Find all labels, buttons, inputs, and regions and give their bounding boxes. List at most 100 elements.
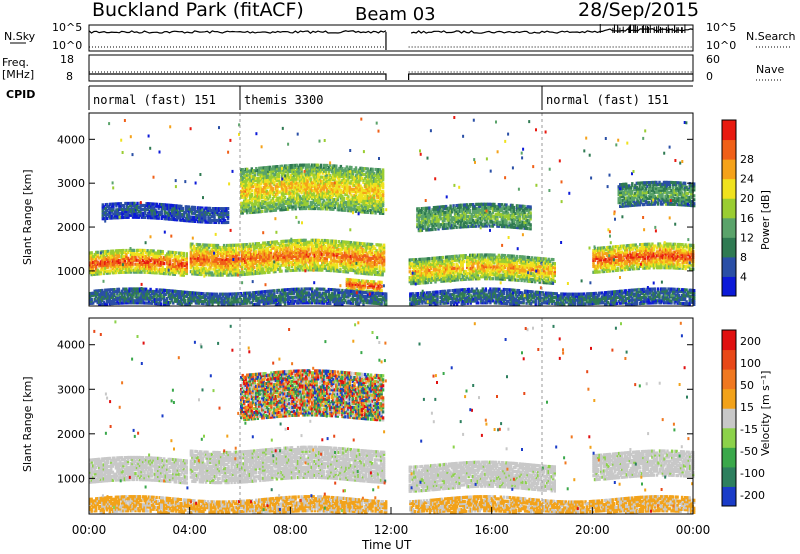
- echo-cell: [300, 169, 303, 173]
- echo-cell: [161, 271, 164, 275]
- echo-cell: [357, 287, 361, 291]
- echo-cell: [256, 178, 259, 182]
- echo-cell: [360, 253, 363, 258]
- echo-cell: [283, 166, 287, 170]
- echo-cell: [298, 250, 301, 254]
- echo-cell: [289, 205, 293, 209]
- echo-cell: [270, 201, 273, 205]
- echo-cell: [317, 179, 320, 183]
- echo-cell: [180, 208, 183, 212]
- echo-cell: [306, 165, 309, 169]
- echo-cell: [111, 257, 115, 261]
- echo-cell: [118, 208, 121, 212]
- echo-cell: [120, 249, 124, 253]
- echo-cell: [351, 260, 354, 265]
- echo-cell: [333, 178, 336, 182]
- echo-cell: [317, 191, 320, 195]
- echo-cell: [303, 187, 306, 191]
- echo-cell: [262, 261, 265, 265]
- echo-cell: [295, 163, 299, 167]
- echo-cell: [345, 175, 349, 179]
- echo-cell: [209, 265, 212, 269]
- echo-cell: [372, 177, 376, 181]
- echo-cell: [144, 256, 148, 261]
- echo-cell: [189, 258, 193, 262]
- echo-cell: [330, 241, 333, 245]
- echo-cell: [410, 262, 413, 266]
- echo-cell: [337, 247, 340, 252]
- echo-cell: [340, 261, 344, 266]
- echo-cell: [348, 185, 352, 189]
- echo-cell: [140, 211, 144, 215]
- echo-cell: [347, 278, 350, 282]
- echo-cell: [289, 268, 292, 273]
- echo-cell: [233, 265, 236, 269]
- echo-cell: [299, 240, 303, 244]
- echo-cell: [163, 205, 166, 209]
- echo-cell: [440, 263, 443, 268]
- echo-cell: [367, 272, 371, 276]
- echo-cell: [293, 243, 297, 247]
- echo-cell: [422, 273, 425, 277]
- echo-cell: [374, 177, 377, 181]
- echo-cell: [334, 265, 337, 269]
- echo-cell: [244, 249, 247, 253]
- echo-cell: [460, 264, 463, 268]
- echo-cell: [272, 268, 276, 272]
- echo-cell: [289, 201, 293, 205]
- echo-cell: [247, 244, 250, 248]
- echo-cell: [296, 266, 300, 270]
- echo-cell: [163, 256, 166, 260]
- echo-cell: [163, 209, 166, 213]
- echo-cell: [333, 267, 336, 271]
- echo-cell: [325, 262, 328, 266]
- echo-cell: [118, 204, 121, 208]
- echo-cell: [299, 252, 303, 256]
- echo-cell: [258, 204, 261, 208]
- echo-cell: [355, 247, 359, 251]
- echo-cell: [371, 201, 374, 205]
- echo-cell: [163, 262, 166, 266]
- echo-cell: [137, 258, 140, 262]
- echo-cell: [360, 196, 364, 200]
- echo-cell: [315, 268, 318, 272]
- echo-cell: [250, 210, 253, 214]
- echo-cell: [348, 248, 351, 252]
- echo-cell: [266, 241, 270, 245]
- echo-cell: [330, 205, 333, 209]
- echo-cell: [337, 243, 340, 248]
- echo-cell: [450, 264, 454, 269]
- echo-cell: [167, 250, 170, 254]
- echo-cell: [350, 205, 353, 209]
- echo-cell: [102, 258, 105, 262]
- echo-cell: [99, 272, 102, 276]
- echo-cell: [301, 179, 305, 183]
- echo-cell: [321, 248, 324, 252]
- echo-cell: [259, 245, 262, 249]
- echo-cell: [420, 259, 424, 263]
- echo-cell: [370, 252, 374, 256]
- echo-cell: [254, 269, 257, 274]
- echo-cell: [148, 202, 151, 206]
- echo-cell: [277, 178, 281, 182]
- echo-cell: [306, 183, 309, 187]
- echo-cell: [298, 171, 302, 175]
- echo-cell: [205, 208, 209, 212]
- echo-cell: [151, 214, 154, 218]
- echo-cell: [434, 270, 437, 274]
- echo-cell: [209, 243, 212, 247]
- echo-cell: [346, 240, 350, 244]
- echo-cell: [137, 209, 141, 213]
- echo-cell: [378, 180, 382, 184]
- echo-cell: [146, 270, 149, 274]
- echo-cell: [173, 262, 176, 267]
- echo-cell: [292, 197, 296, 201]
- echo-cell: [99, 260, 102, 264]
- echo-cell: [166, 268, 169, 272]
- echo-cell: [267, 167, 270, 171]
- echo-cell: [209, 251, 212, 255]
- echo-cell: [371, 207, 374, 211]
- echo-cell: [321, 238, 324, 243]
- echo-cell: [143, 256, 146, 260]
- echo-cell: [313, 238, 316, 242]
